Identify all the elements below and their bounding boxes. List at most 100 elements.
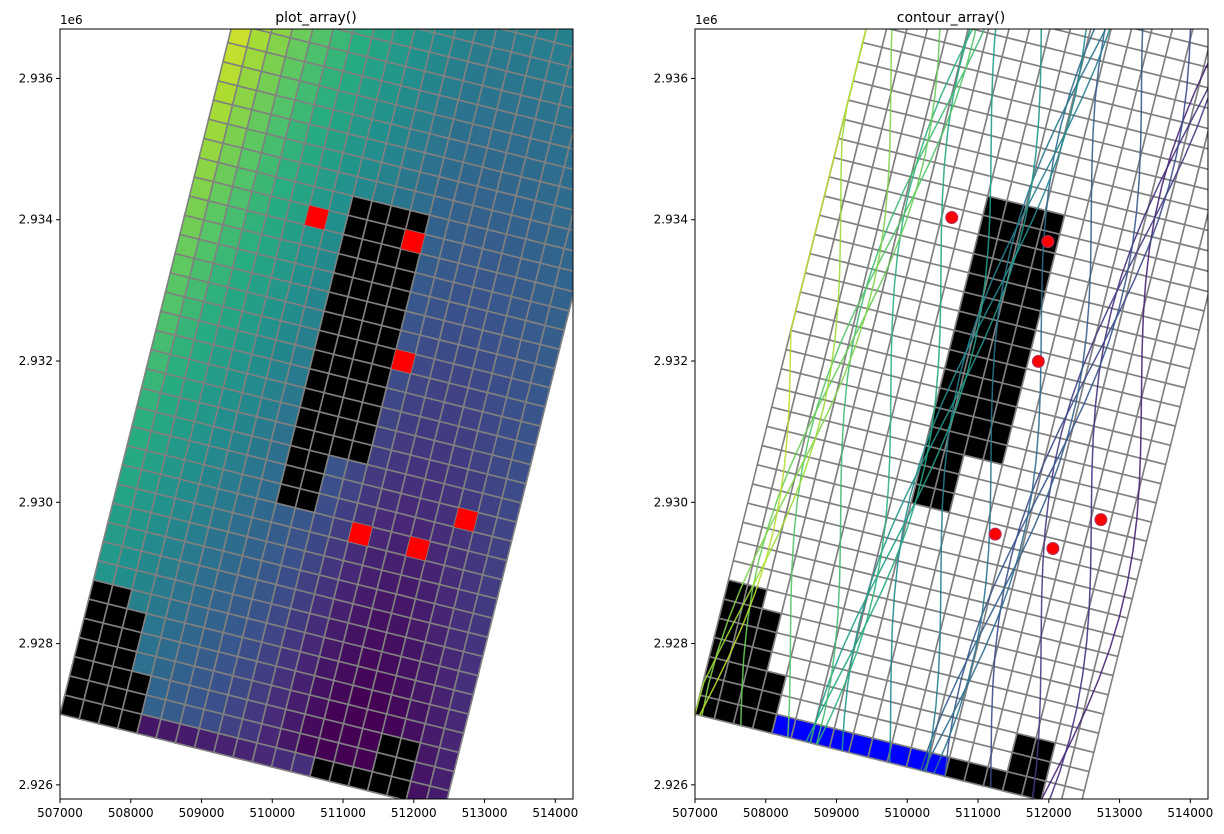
contour-line: [933, 29, 1107, 774]
well-marker: [400, 229, 425, 254]
grid-cell: [553, 103, 573, 130]
grid-cell: [351, 29, 375, 39]
plot-array-panel: plot_array() 1e6 507000 508000 509000 51000…: [19, 0, 636, 820]
grid-cell: [1193, 247, 1208, 272]
grid-cell: [1198, 228, 1208, 252]
grid-cell: [1150, 29, 1174, 39]
x-tick-label: 510000: [884, 806, 930, 820]
contour-line: [1049, 86, 1208, 799]
y-tick-label: 2.936: [19, 71, 53, 85]
grid-cell: [433, 29, 457, 39]
grid-cell: [954, 0, 978, 9]
grid-cell: [452, 29, 477, 44]
grid-cell: [1198, 146, 1208, 171]
grid-cell: [300, 0, 324, 4]
grid-cell: [237, 0, 261, 9]
grid-cell: [1188, 185, 1208, 211]
grid-cell: [1202, 46, 1208, 69]
axes-frame: [59, 28, 574, 800]
grid-cell: [319, 0, 343, 9]
well-marker: [391, 349, 416, 374]
grid-cell: [593, 33, 617, 57]
grid-cell: [568, 128, 573, 150]
grid-cell: [1012, 0, 1036, 23]
x-tick-label: 508000: [743, 806, 789, 820]
chart-title: plot_array(): [275, 10, 356, 26]
grid-cell: [1025, 29, 1051, 49]
y-axis: 2.926 2.928 2.930 2.932 2.934 2.936: [19, 71, 60, 792]
x-tick-label: 507000: [37, 806, 83, 820]
grid-cell: [390, 29, 416, 49]
grid-cell: [1183, 285, 1208, 312]
x-tick-label: 512000: [391, 806, 437, 820]
contour-line: [922, 29, 1096, 772]
grid-cell: [370, 29, 396, 44]
y-offset-label: 1e6: [695, 13, 718, 27]
grid-cell: [1016, 0, 1040, 4]
contour-line: [816, 29, 974, 745]
grid-cell: [289, 29, 314, 44]
grid-cell: [553, 29, 573, 48]
well-marker: [1094, 513, 1108, 527]
grid-cell: [497, 29, 518, 34]
contour-line: [740, 29, 941, 726]
grid-cell: [588, 52, 612, 76]
grid-cell: [558, 247, 573, 272]
grid-cell: [553, 185, 573, 211]
grid-cell: [986, 29, 1010, 39]
grid-cell: [872, 0, 896, 9]
y-tick-label: 2.936: [654, 71, 688, 85]
grid-cell: [548, 285, 573, 312]
x-axis: 507000 508000 509000 510000 511000 512000 5130…: [672, 799, 1213, 820]
grid-cell: [905, 29, 929, 39]
grid-cell: [1132, 29, 1153, 34]
contour-line: [989, 29, 1192, 788]
grid-cell: [226, 29, 253, 49]
grid-cell: [1183, 204, 1208, 231]
grid-cell: [1207, 46, 1208, 48]
y-tick-label: 2.930: [19, 495, 53, 509]
grid-cell: [548, 122, 573, 149]
grid-cell: [420, 0, 444, 14]
well-marker: [945, 211, 959, 225]
x-tick-label: 514000: [532, 806, 578, 820]
y-tick-label: 2.934: [19, 213, 53, 227]
well-marker: [988, 527, 1002, 541]
grid-cell: [563, 228, 573, 252]
y-offset-label: 1e6: [60, 13, 83, 27]
grid-cell: [415, 29, 437, 34]
grid-cell: [579, 172, 603, 196]
x-tick-label: 511000: [320, 806, 366, 820]
grid-cell: [935, 0, 959, 4]
grid-cell: [603, 76, 627, 100]
grid-cell: [439, 0, 463, 18]
grid-cell: [558, 84, 573, 109]
y-axis: 2.926 2.928 2.930 2.932 2.934 2.936: [654, 71, 695, 792]
contour-line: [815, 29, 986, 745]
grid-cell: [534, 29, 559, 44]
grid-cell: [401, 0, 425, 9]
grid-cell: [1050, 29, 1072, 34]
grid-cell: [1036, 0, 1060, 9]
grid-cell: [612, 37, 636, 61]
contour-array-panel: contour_array() 1e6 507000 508000 509000 51…: [654, 0, 1224, 820]
grid-cell: [887, 29, 908, 34]
grid-cell: [1113, 4, 1137, 28]
y-tick-label: 2.934: [654, 213, 688, 227]
x-tick-label: 512000: [1026, 806, 1072, 820]
chart-title: contour_array(): [897, 10, 1005, 26]
well-marker: [1046, 541, 1060, 555]
grid-cell: [252, 29, 273, 34]
grid-cell: [1203, 210, 1208, 232]
x-tick-label: 509000: [179, 806, 225, 820]
y-tick-label: 2.930: [654, 495, 688, 509]
grid-cell: [568, 210, 573, 232]
grid-cell: [1214, 90, 1224, 114]
grid-cell: [1193, 166, 1208, 191]
grid-cell: [396, 4, 420, 28]
grid-cell: [1188, 29, 1208, 48]
grid-cell: [558, 166, 573, 191]
grid-cell: [458, 0, 482, 23]
contour-line: [1031, 95, 1208, 799]
